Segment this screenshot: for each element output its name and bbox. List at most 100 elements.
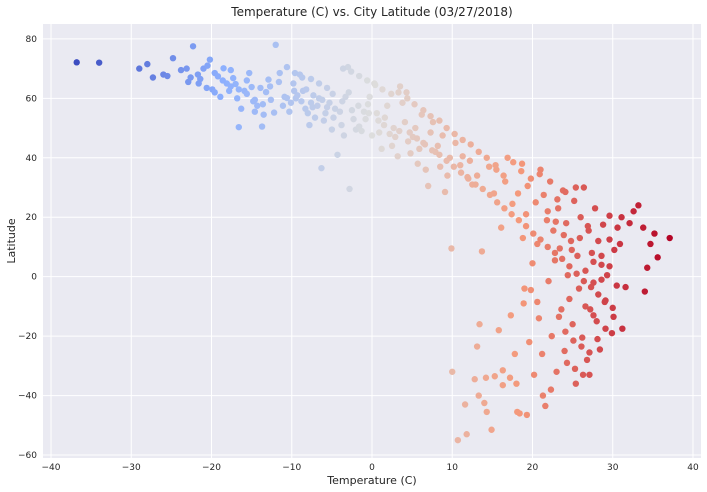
scatter-point — [214, 73, 222, 80]
scatter-point — [666, 234, 673, 242]
scatter-point — [164, 72, 171, 80]
scatter-point — [590, 258, 597, 266]
y-tick-label: 60 — [26, 94, 38, 104]
scatter-point — [421, 141, 429, 148]
scatter-point — [595, 237, 602, 245]
scatter-point — [626, 219, 633, 227]
scatter-point — [95, 59, 103, 66]
scatter-point — [591, 205, 599, 212]
scatter-point — [576, 234, 584, 242]
scatter-point — [545, 277, 552, 285]
scatter-point — [227, 83, 234, 90]
scatter-point — [472, 181, 479, 188]
scatter-point — [177, 66, 185, 74]
scatter-point — [616, 240, 624, 248]
scatter-point — [183, 65, 190, 72]
scatter-point — [644, 264, 651, 271]
scatter-point — [486, 191, 494, 199]
y-tick-label: 20 — [26, 213, 38, 223]
scatter-point — [641, 288, 649, 295]
scatter-point — [461, 401, 469, 408]
scatter-point — [429, 118, 437, 126]
scatter-point — [427, 112, 434, 120]
scatter-point — [495, 326, 502, 334]
scatter-point — [569, 321, 576, 328]
scatter-point — [499, 367, 506, 374]
scatter-point — [323, 84, 331, 92]
scatter-point — [368, 132, 376, 139]
scatter-point — [457, 161, 464, 169]
scatter-point — [535, 315, 543, 322]
scatter-point — [471, 376, 478, 383]
scatter-point — [550, 227, 557, 234]
scatter-point — [527, 286, 535, 294]
scatter-point — [355, 102, 362, 109]
scatter-point — [504, 154, 511, 161]
scatter-point — [544, 243, 551, 251]
scatter-point — [380, 121, 388, 129]
scatter-point — [618, 214, 625, 221]
scatter-point — [360, 108, 368, 115]
scatter-point — [279, 102, 287, 109]
scatter-point — [365, 109, 372, 117]
scatter-point — [598, 252, 605, 260]
scatter-point — [416, 145, 423, 153]
scatter-point — [540, 191, 547, 199]
scatter-point — [570, 337, 577, 344]
scatter-point — [399, 99, 406, 106]
scatter-point — [602, 325, 609, 332]
scatter-point — [248, 83, 255, 91]
scatter-point — [73, 59, 80, 66]
scatter-point — [220, 65, 227, 72]
scatter-point — [507, 312, 515, 319]
scatter-point — [339, 65, 347, 72]
scatter-point — [444, 172, 451, 179]
scatter-point — [436, 151, 443, 158]
scatter-point — [476, 321, 483, 328]
x-tick-label: 30 — [607, 463, 619, 473]
scatter-point — [254, 102, 261, 109]
scatter-point — [558, 306, 565, 313]
x-tick-label: −10 — [282, 463, 301, 473]
scatter-point — [401, 118, 409, 126]
x-tick-label: 40 — [687, 463, 699, 473]
scatter-point — [381, 114, 389, 121]
scatter-point — [578, 343, 585, 350]
scatter-point — [452, 139, 459, 147]
scatter-point — [310, 92, 317, 99]
scatter-point — [573, 270, 580, 277]
scatter-point — [579, 371, 587, 378]
scatter-point — [596, 346, 604, 353]
scatter-point — [260, 111, 267, 118]
scatter-point — [515, 216, 523, 224]
scatter-point — [463, 431, 470, 438]
scatter-point — [574, 252, 581, 260]
scatter-point — [339, 98, 346, 105]
scatter-point — [283, 63, 291, 71]
scatter-point — [414, 160, 421, 167]
scatter-point — [510, 159, 517, 166]
scatter-point — [610, 313, 617, 321]
scatter-point — [501, 205, 508, 212]
scatter-point — [319, 96, 326, 104]
scatter-point — [580, 184, 588, 191]
scatter-point — [436, 117, 443, 124]
scatter-point — [427, 129, 434, 136]
scatter-point — [568, 246, 576, 254]
scatter-point — [233, 95, 241, 102]
scatter-point — [420, 107, 427, 114]
scatter-point — [572, 380, 580, 387]
scatter-point — [563, 359, 571, 367]
scatter-point — [384, 102, 391, 109]
scatter-point — [539, 392, 547, 399]
scatter-point — [522, 222, 530, 230]
scatter-point — [556, 245, 563, 252]
scatter-point — [619, 325, 626, 332]
data-points — [73, 41, 673, 444]
scatter-point — [586, 371, 593, 378]
scatter-point — [441, 188, 449, 196]
scatter-point — [315, 80, 323, 87]
y-tick-label: −60 — [18, 451, 37, 461]
scatter-point — [577, 214, 584, 221]
scatter-point — [538, 350, 546, 358]
